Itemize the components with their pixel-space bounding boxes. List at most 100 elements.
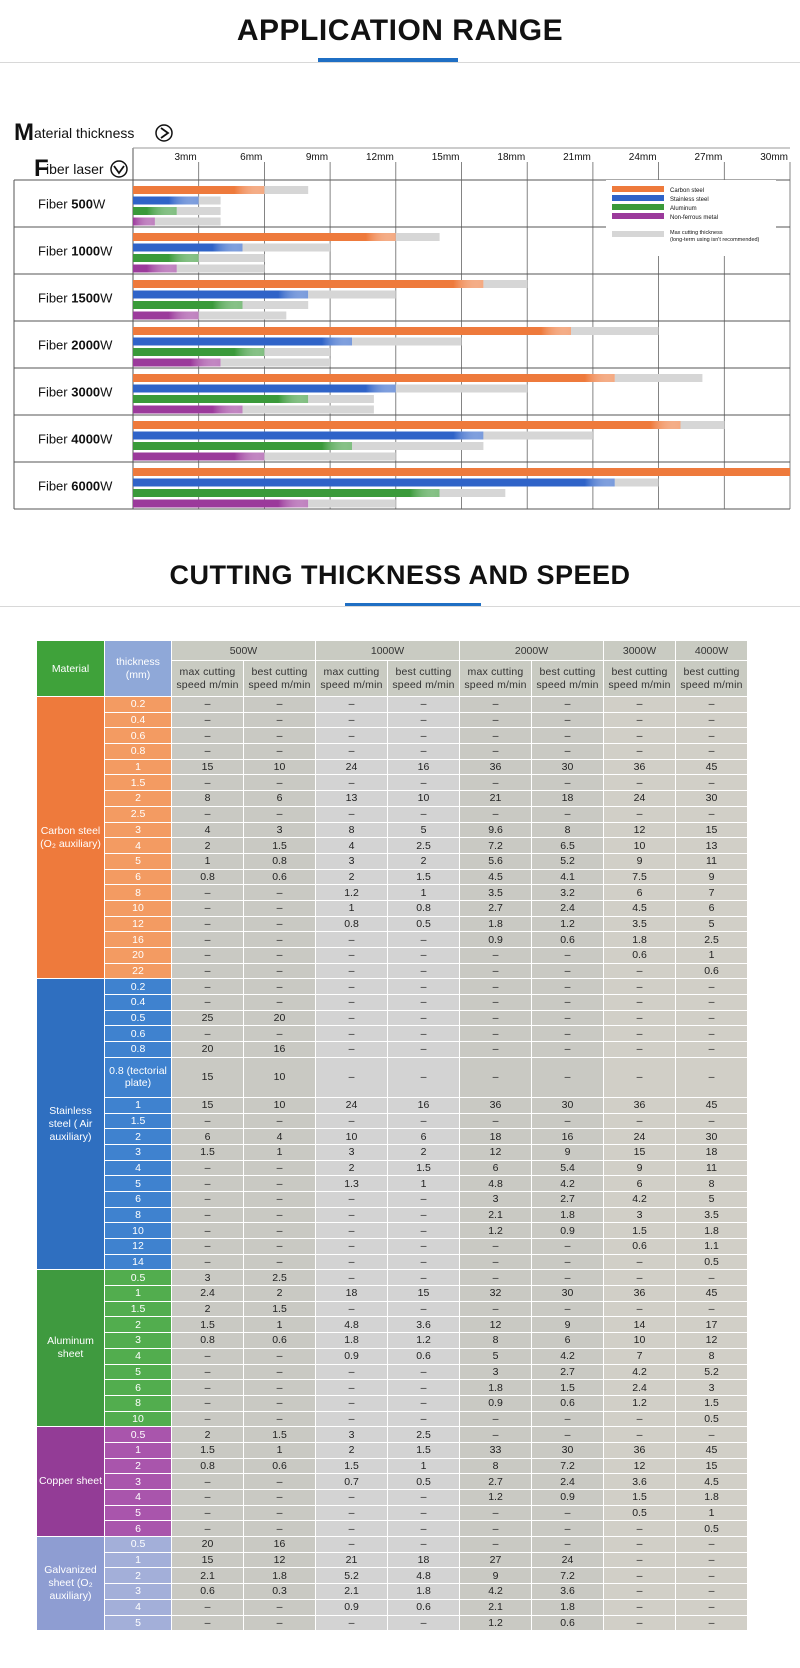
speed-cell: – (603, 727, 676, 745)
speed-cell: 24 (603, 1128, 676, 1145)
speed-cell: – (387, 962, 460, 980)
speed-cell: 1.5 (171, 1441, 244, 1459)
speed-cell: 1 (315, 899, 388, 917)
speed-cell: – (531, 1009, 604, 1027)
bar-max-thickness (198, 196, 221, 205)
speed-cell: – (531, 727, 604, 745)
speed-cell: – (459, 1238, 532, 1255)
speed-cell: – (531, 1112, 604, 1130)
speed-cell: – (387, 1614, 460, 1632)
speed-cell: – (603, 962, 676, 980)
speed-cell: – (171, 1489, 244, 1506)
bar-fade (650, 421, 681, 429)
thickness-cell: 0.4 (104, 994, 172, 1011)
bar-fade (168, 311, 199, 320)
speed-cell: – (459, 978, 532, 996)
speed-cell: – (171, 1025, 244, 1043)
thickness-cell: 6 (104, 868, 172, 886)
speed-cell: – (171, 947, 244, 964)
speed-cell: 0.6 (243, 1332, 316, 1349)
speed-cell: 30 (531, 1285, 604, 1302)
bar-aluminum (133, 348, 265, 356)
thickness-cell: 2.5 (104, 805, 172, 823)
speed-cell: 2 (171, 1300, 244, 1318)
speed-cell: 6 (171, 1128, 244, 1145)
speed-cell: – (459, 1056, 532, 1098)
speed-cell: 5.4 (531, 1159, 604, 1177)
thickness-cell: 0.8 (104, 743, 172, 760)
speed-cell: 36 (603, 1096, 676, 1114)
speed-cell: – (675, 1583, 748, 1600)
legend-swatch-max (612, 231, 664, 237)
speed-cell: 0.9 (531, 1489, 604, 1506)
bar-max-thickness (242, 243, 331, 252)
thickness-cell: 3 (104, 1583, 172, 1600)
speed-cell: – (243, 1473, 316, 1490)
speed-cell: – (243, 711, 316, 729)
speed-cell: – (315, 727, 388, 745)
legend-swatch (612, 186, 664, 192)
category-label: Fiber 500W (38, 197, 106, 212)
speed-cell: 1.5 (171, 1316, 244, 1334)
thickness-cell: 1.5 (104, 774, 172, 792)
speed-cell: – (603, 1426, 676, 1443)
thickness-cell: 10 (104, 1222, 172, 1239)
thickness-cell: 8 (104, 884, 172, 901)
speed-cell: – (171, 1410, 244, 1428)
bar-max-thickness (483, 431, 593, 440)
speed-cell: – (315, 994, 388, 1011)
speed-cell: 1.8 (531, 1598, 604, 1616)
speed-cell: – (531, 1056, 604, 1098)
speed-cell: – (459, 1253, 532, 1271)
application-range-divider (0, 62, 800, 63)
speed-cell: 4 (315, 837, 388, 854)
speed-cell: 0.6 (675, 962, 748, 980)
speed-cell: – (171, 727, 244, 745)
thickness-cell: 4 (104, 1598, 172, 1616)
speed-cell: – (387, 1238, 460, 1255)
x-tick-label: 6mm (240, 152, 262, 163)
speed-cell: – (171, 711, 244, 729)
speed-cell: 16 (387, 758, 460, 776)
bar-max-thickness (571, 327, 659, 335)
speed-cell: 1 (675, 947, 748, 964)
thickness-cell: 0.5 (104, 1269, 172, 1287)
x-tick-label: 30mm (760, 152, 788, 163)
speed-cell: 2.1 (315, 1583, 388, 1600)
speed-cell: 25 (171, 1009, 244, 1027)
thickness-cell: 1.5 (104, 1112, 172, 1130)
bar-carbon-steel (133, 327, 571, 335)
speed-cell: – (531, 1410, 604, 1428)
speed-cell: 8 (459, 1457, 532, 1475)
speed-cell: – (387, 931, 460, 948)
bar-max-thickness (264, 186, 309, 194)
speed-cell: 12 (459, 1316, 532, 1334)
thickness-cell: 0.2 (104, 696, 172, 713)
speed-cell: 4 (171, 821, 244, 839)
x-tick-label: 21mm (563, 152, 591, 163)
speed-subheader: best cutting speed m/min (675, 660, 748, 697)
speed-cell: 21 (315, 1551, 388, 1569)
power-header: 2000W (459, 640, 604, 661)
speed-cell: – (603, 978, 676, 996)
bar-max-thickness (614, 478, 659, 487)
speed-cell: 4.5 (459, 868, 532, 886)
speed-cell: – (171, 1363, 244, 1381)
speed-cell: – (531, 962, 604, 980)
speed-cell: 2 (171, 837, 244, 854)
speed-cell: 0.8 (171, 868, 244, 886)
speed-cell: 0.6 (531, 1614, 604, 1632)
speed-cell: – (315, 1379, 388, 1396)
speed-cell: – (387, 1206, 460, 1224)
speed-cell: 4.2 (531, 1175, 604, 1192)
thickness-cell: 20 (104, 947, 172, 964)
x-tick-label: 9mm (306, 152, 328, 163)
speed-cell: – (531, 1253, 604, 1271)
speed-cell: – (387, 994, 460, 1011)
bar-fade (278, 290, 309, 299)
speed-cell: – (243, 915, 316, 933)
speed-cell: 0.6 (243, 868, 316, 886)
power-header: 1000W (315, 640, 460, 661)
speed-cell: 36 (603, 1285, 676, 1302)
speed-cell: 2 (387, 1143, 460, 1161)
